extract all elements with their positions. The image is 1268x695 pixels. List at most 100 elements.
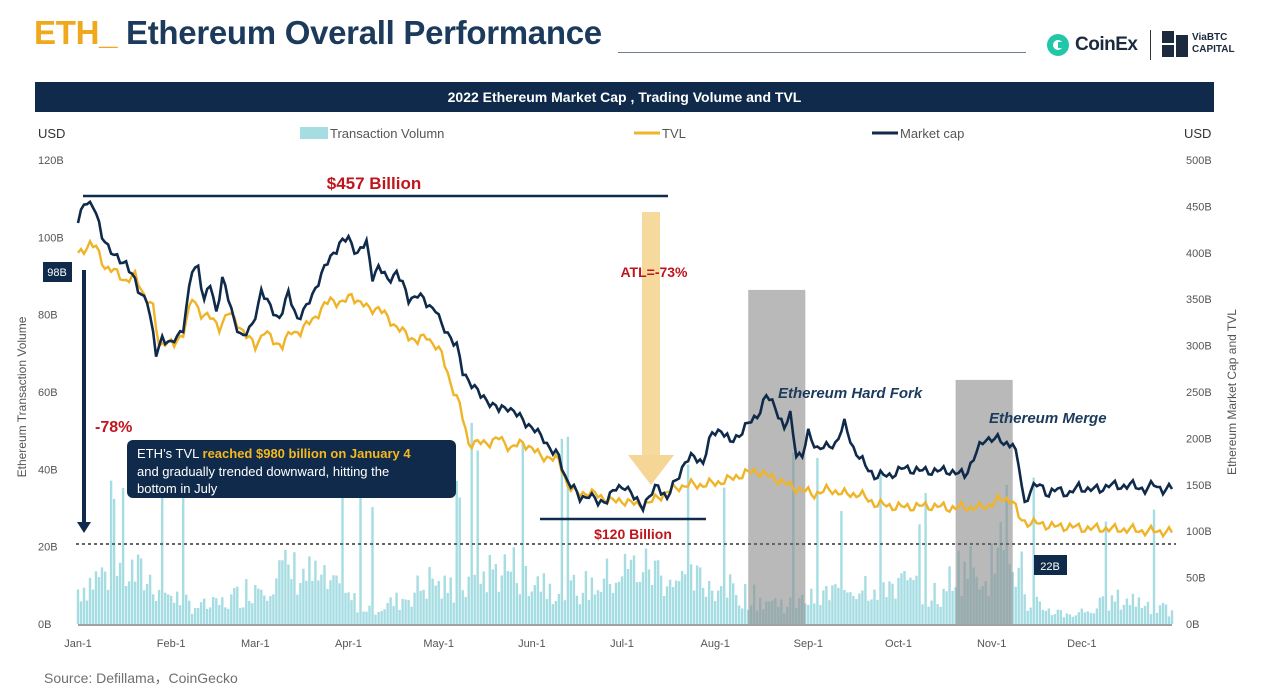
volume-bar <box>145 583 149 624</box>
volume-bar <box>563 600 567 624</box>
atl-label: ATL=-73% <box>620 264 688 280</box>
volume-bar <box>362 611 365 624</box>
volume-bar <box>206 609 209 624</box>
volume-bar <box>185 594 188 624</box>
volume-bar <box>479 583 482 624</box>
merge-label: Ethereum Merge <box>989 410 1107 427</box>
volume-bar <box>599 591 603 624</box>
left-tick-label: 120B <box>38 155 64 167</box>
volume-bar <box>659 575 663 624</box>
volume-bar <box>1029 607 1032 624</box>
title-rule <box>618 52 1026 53</box>
volume-bar <box>1041 609 1044 624</box>
volume-bar <box>608 584 612 624</box>
volume-bar <box>674 580 678 624</box>
volume-bar <box>272 594 275 624</box>
volume-bar <box>641 572 645 624</box>
volume-bar <box>617 581 621 624</box>
volume-bar <box>94 571 98 624</box>
volume-bar <box>1026 610 1029 624</box>
viabtc-logo-line2: CAPITAL <box>1192 44 1235 55</box>
volume-bar <box>413 592 416 624</box>
volume-bar <box>464 597 467 624</box>
volume-bar <box>900 573 903 624</box>
drop-arrow <box>77 270 91 533</box>
volume-bar <box>79 601 83 624</box>
volume-bar <box>689 564 693 624</box>
volume-bar <box>398 610 401 624</box>
volume-bar <box>1116 589 1120 624</box>
volume-bar <box>614 582 618 624</box>
volume-bar <box>440 598 443 624</box>
volume-bar <box>909 577 912 624</box>
volume-bar <box>254 585 257 624</box>
title-main: Ethereum Overall Performance <box>117 14 602 51</box>
left-axis-unit: USD <box>38 126 65 141</box>
right-tick-label: 100B <box>1186 526 1212 538</box>
volume-bar <box>1017 567 1020 624</box>
volume-bar <box>708 581 711 624</box>
volume-bar <box>353 593 356 624</box>
legend: Transaction Volumn TVL Market cap <box>300 126 964 141</box>
volume-bar <box>188 600 191 624</box>
right-tick-label: 300B <box>1186 341 1212 353</box>
volume-bar <box>488 554 491 624</box>
volume-bar <box>846 592 849 624</box>
volume-bar <box>701 587 705 624</box>
volume-bar <box>1047 608 1050 624</box>
volume-bar <box>326 588 329 624</box>
volume-bar <box>1062 617 1065 624</box>
volume-bar <box>203 598 206 624</box>
volume-bar <box>485 592 488 624</box>
volume-bar <box>566 436 570 624</box>
trough-span-label: $120 Billion <box>594 526 672 542</box>
volume-bar <box>347 592 350 624</box>
callout-highlight: reached $980 billion on January 4 <box>203 446 412 461</box>
volume-bar <box>176 591 179 624</box>
volume-bar <box>170 595 173 624</box>
volume-bar <box>449 577 452 624</box>
volume-bar <box>747 609 750 624</box>
volume-bar <box>115 576 119 624</box>
volume-bar <box>1149 614 1153 624</box>
volume-bar <box>1110 595 1114 624</box>
volume-bar <box>527 595 530 624</box>
volume-bar <box>197 607 200 624</box>
volume-bar <box>221 597 224 624</box>
volume-bar <box>873 589 876 624</box>
volume-bar <box>584 571 588 624</box>
volume-bar <box>179 605 182 624</box>
volume-bar <box>359 483 362 624</box>
volume-bar <box>738 605 741 624</box>
volume-bar <box>822 590 825 624</box>
volume-bar <box>948 566 951 624</box>
volume-bar <box>320 574 323 624</box>
x-tick-label: May-1 <box>423 638 454 650</box>
end-badge-bg <box>1034 555 1067 575</box>
volume-bar <box>335 575 338 624</box>
volume-bar <box>677 581 681 624</box>
volume-bar <box>855 599 858 624</box>
volume-bar <box>1170 610 1174 624</box>
volume-bar <box>1044 610 1047 624</box>
volume-bar <box>263 595 266 624</box>
volume-bar <box>236 586 239 624</box>
volume-bar <box>1143 605 1147 624</box>
volume-bar <box>819 604 822 624</box>
x-tick-label: Oct-1 <box>885 638 912 650</box>
volume-bar <box>374 614 377 624</box>
volume-bar <box>1053 614 1056 624</box>
volume-bar <box>936 604 939 624</box>
volume-bar <box>1050 615 1053 624</box>
volume-bar <box>575 595 579 624</box>
volume-bar <box>239 607 242 624</box>
volume-bar <box>554 601 558 624</box>
volume-bar <box>338 583 341 624</box>
volume-bar <box>1092 613 1096 624</box>
start-badge-bg <box>43 262 72 282</box>
volume-bar <box>828 600 831 624</box>
volume-bar <box>419 590 422 624</box>
volume-bar <box>593 594 597 624</box>
volume-bar <box>858 593 861 624</box>
right-axis-title: Ethereum Market Cap and TVL <box>1225 309 1239 475</box>
